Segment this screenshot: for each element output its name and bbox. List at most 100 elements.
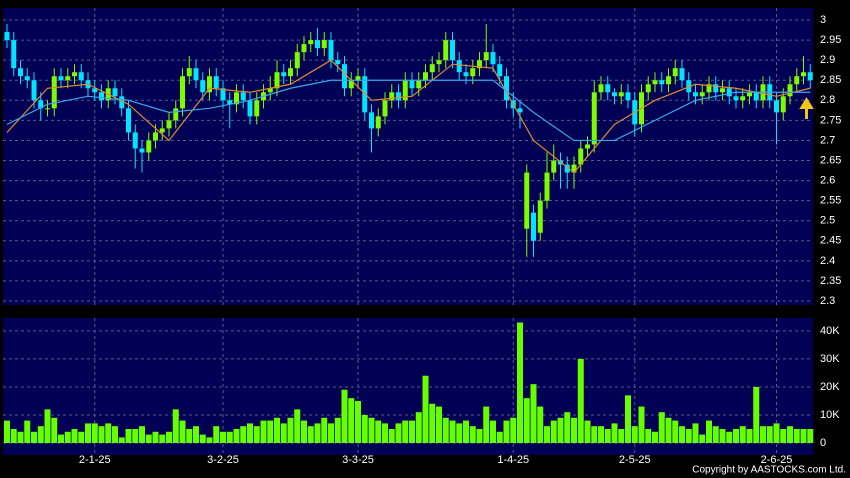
volume-bar	[388, 428, 395, 443]
volume-bar	[105, 423, 112, 443]
candle-body	[571, 164, 577, 173]
y-tick-label: 2.5	[820, 215, 835, 227]
volume-bar	[517, 322, 523, 443]
candle-body	[483, 52, 489, 61]
candle-body	[45, 108, 50, 110]
candle-body	[72, 72, 77, 77]
candle-body	[605, 84, 611, 93]
volume-bar	[4, 420, 10, 443]
volume-bar	[591, 426, 598, 443]
candle-body	[234, 92, 239, 105]
x-tick-label: 1-4-25	[497, 454, 529, 466]
y-tick-label: 2.35	[820, 275, 841, 287]
volume-bar	[260, 420, 267, 443]
candle-body	[537, 200, 543, 233]
volume-bar	[665, 417, 672, 443]
candle-body	[780, 96, 786, 113]
marker-arrow	[799, 97, 814, 119]
volume-bar	[760, 426, 766, 443]
candle-body	[416, 80, 422, 89]
volume-bar	[544, 426, 550, 443]
volume-bar	[456, 423, 463, 443]
candle-body	[301, 44, 307, 53]
candle-body	[315, 40, 320, 49]
candle-body	[254, 100, 260, 117]
volume-bar	[490, 420, 496, 443]
candle-body	[227, 100, 233, 105]
x-tick-label: 2-6-25	[761, 454, 793, 466]
candle-body	[193, 68, 199, 81]
candle-body	[396, 92, 401, 101]
candle-body	[355, 76, 361, 81]
candle-body	[490, 52, 496, 65]
candle-body	[92, 88, 98, 93]
volume-bar	[71, 428, 78, 443]
volume-bar	[699, 434, 706, 443]
volume-bar	[125, 428, 132, 443]
candle-body	[173, 108, 179, 121]
volume-bar	[166, 431, 172, 443]
candle-body	[517, 108, 523, 113]
y-tick-label: 3	[820, 14, 826, 26]
volume-bar	[523, 398, 530, 443]
volume-bar	[132, 428, 139, 443]
volume-bar	[152, 431, 159, 443]
volume-bar	[220, 431, 226, 443]
volume-bar	[598, 426, 604, 443]
y-tick-label: 2.4	[820, 255, 835, 267]
volume-bar	[409, 420, 415, 443]
candle-body	[544, 172, 550, 201]
volume-bar	[402, 420, 409, 443]
y-tick-label: 2.6	[820, 174, 835, 186]
y-tick-label: 2.3	[820, 295, 835, 307]
candle-body	[409, 80, 415, 89]
candle-body	[186, 68, 192, 77]
candle-body	[666, 76, 671, 85]
candle-body	[706, 84, 712, 93]
volume-bar	[469, 426, 476, 443]
volume-bar	[712, 426, 719, 443]
volume-bar	[679, 426, 685, 443]
volume-bar	[341, 389, 348, 443]
volume-bar	[361, 414, 368, 443]
volume-bar	[685, 428, 692, 443]
volume-bar	[773, 423, 780, 443]
candle-body	[200, 80, 206, 93]
volume-bar	[753, 386, 760, 443]
candle-body	[18, 68, 23, 77]
volume-bar	[78, 431, 85, 443]
candle-body	[463, 72, 469, 77]
volume-bar	[611, 423, 618, 443]
volume-bar	[280, 423, 287, 443]
volume-bar	[37, 426, 44, 443]
volume-bar	[719, 428, 726, 443]
volume-bar	[91, 423, 98, 443]
candle-body	[220, 88, 226, 101]
volume-bar	[287, 417, 294, 443]
candle-body	[51, 76, 57, 109]
volume-bar	[631, 426, 638, 443]
volume-bar	[58, 434, 64, 443]
candle-body	[180, 76, 185, 109]
volume-bar	[658, 412, 665, 443]
candle-body	[672, 68, 678, 77]
y-tick-label: 2.95	[820, 34, 841, 46]
volume-bar	[571, 417, 577, 443]
volume-bar	[294, 409, 301, 443]
y-tick-label: 30K	[820, 353, 840, 365]
candle-body	[429, 64, 435, 73]
volume-bar	[746, 428, 753, 443]
candle-body	[801, 72, 806, 77]
candle-body	[58, 76, 64, 81]
y-tick-label: 20K	[820, 381, 840, 393]
volume-bar	[652, 431, 658, 443]
volume-bar	[206, 437, 213, 443]
volume-bar	[213, 426, 220, 443]
volume-bar	[307, 426, 314, 443]
candle-body	[504, 76, 509, 101]
volume-bar	[64, 431, 71, 443]
y-tick-label: 2.45	[820, 235, 841, 247]
y-tick-label: 40K	[820, 325, 840, 337]
x-tick-label: 2-5-25	[619, 454, 651, 466]
